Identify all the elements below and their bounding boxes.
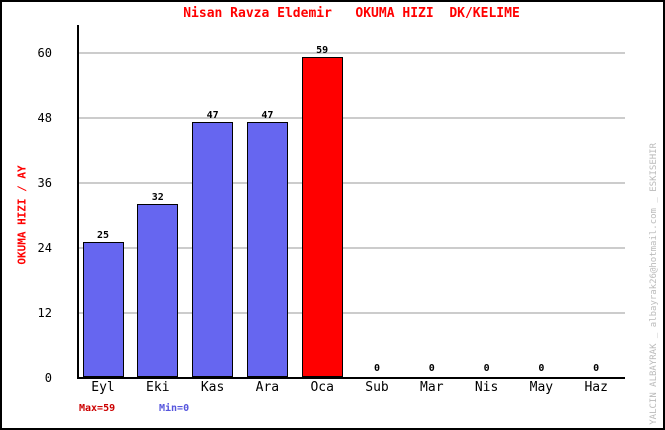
y-tick-60: 60 [37,46,52,60]
value-label-Ara: 47 [261,110,274,121]
gridline-36 [79,182,625,184]
value-label-Haz: 0 [593,363,600,374]
gridline-60 [79,52,625,54]
min-value-label: Min=0 [159,403,190,414]
value-label-Mar: 0 [428,363,435,374]
bar-Ara [246,122,288,377]
watermark-text: YALCIN ALBAYRAK _ albayrak26@hotmail.com… [649,143,659,425]
x-tick-Mar: Mar [420,380,444,395]
gridline-48 [79,117,625,119]
max-value-label: Max=59 [79,403,116,414]
y-tick-24: 24 [37,241,52,255]
gridline-12 [79,312,625,314]
value-label-Sub: 0 [373,363,381,374]
x-tick-Haz: Haz [584,380,608,395]
y-axis-line [77,25,79,379]
x-tick-Kas: Kas [200,380,225,395]
x-tick-Eyl: Eyl [91,380,115,395]
value-label-Kas: 47 [206,110,219,121]
bar-Oca [301,57,343,377]
gridline-24 [79,247,625,249]
y-tick-0: 0 [44,371,52,385]
y-tick-48: 48 [37,111,52,125]
bar-Kas [192,122,234,377]
x-tick-Ara: Ara [255,380,280,395]
bar-Eki [137,204,179,377]
y-tick-36: 36 [37,176,52,190]
value-label-Eyl: 25 [96,230,110,241]
x-axis-line [77,377,625,379]
x-tick-May: May [529,380,554,395]
x-tick-Nis: Nis [474,380,499,395]
y-tick-12: 12 [37,306,52,320]
value-label-Oca: 59 [316,45,329,56]
x-tick-Eki: Eki [146,380,170,395]
chart-title: Nisan Ravza Eldemir OKUMA HIZI DK/KELIME [183,6,520,21]
x-tick-Oca: Oca [310,380,334,395]
value-label-May: 0 [538,363,545,374]
value-label-Eki: 32 [151,192,164,203]
value-label-Nis: 0 [483,363,490,374]
x-tick-Sub: Sub [365,380,389,395]
bar-Eyl [82,242,124,377]
